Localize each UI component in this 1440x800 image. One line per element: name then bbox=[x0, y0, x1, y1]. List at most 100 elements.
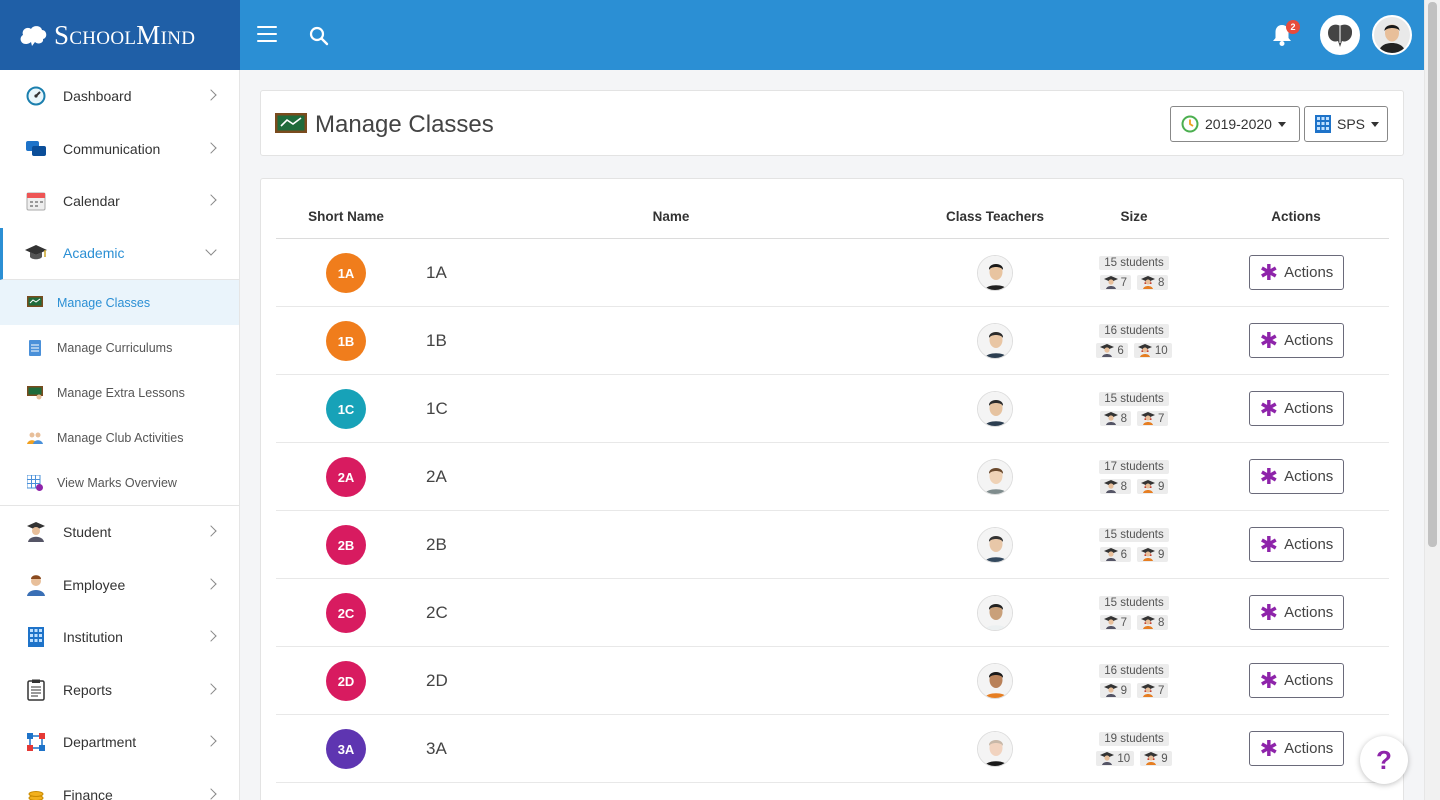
female-student-icon bbox=[1137, 344, 1155, 357]
sidebar-item-label: Communication bbox=[63, 140, 161, 157]
asterisk-icon: ✱ bbox=[1259, 599, 1279, 625]
actions-button[interactable]: ✱ Actions bbox=[1249, 731, 1344, 766]
teacher-avatar[interactable] bbox=[977, 459, 1013, 495]
sidebar-item-institution[interactable]: Institution bbox=[0, 611, 239, 664]
table-row[interactable]: 2D 2D 16 students 9 7 ✱ Actions bbox=[276, 647, 1389, 715]
notification-badge: 2 bbox=[1286, 20, 1300, 34]
search-icon[interactable] bbox=[309, 26, 329, 46]
class-badge[interactable]: 1A bbox=[326, 253, 366, 293]
academic-year-dropdown[interactable]: 2019-2020 bbox=[1170, 106, 1300, 142]
chevron-right-icon bbox=[205, 630, 217, 642]
department-icon bbox=[25, 731, 47, 753]
teacher-avatar[interactable] bbox=[977, 595, 1013, 631]
actions-button[interactable]: ✱ Actions bbox=[1249, 595, 1344, 630]
class-name[interactable]: 3A bbox=[426, 739, 447, 758]
blackboard-icon bbox=[27, 295, 43, 311]
table-row[interactable]: 2B 2B 15 students 6 9 ✱ Actions bbox=[276, 511, 1389, 579]
actions-button[interactable]: ✱ Actions bbox=[1249, 391, 1344, 426]
help-button[interactable]: ? bbox=[1360, 736, 1408, 784]
column-header-size: Size bbox=[1120, 209, 1148, 224]
male-count: 7 bbox=[1099, 275, 1131, 290]
sidebar-subitem-label: Manage Club Activities bbox=[57, 430, 184, 445]
sidebar-subitem-view-marks-overview[interactable]: View Marks Overview bbox=[0, 460, 239, 505]
actions-button[interactable]: ✱ Actions bbox=[1249, 255, 1344, 290]
school-label: SPS bbox=[1337, 116, 1366, 132]
male-count: 8 bbox=[1099, 411, 1131, 426]
teacher-avatar[interactable] bbox=[977, 255, 1013, 291]
male-student-icon bbox=[1103, 684, 1121, 697]
chevron-right-icon bbox=[205, 735, 217, 747]
class-name[interactable]: 1B bbox=[426, 331, 447, 350]
user-avatar[interactable] bbox=[1372, 15, 1412, 55]
table-row[interactable]: 2A 2A 17 students 8 9 ✱ Actions bbox=[276, 443, 1389, 511]
sidebar-item-student[interactable]: Student bbox=[0, 506, 239, 559]
sidebar-item-reports[interactable]: Reports bbox=[0, 664, 239, 717]
female-count: 10 bbox=[1133, 343, 1172, 358]
table-row[interactable]: 2C 2C 15 students 7 8 ✱ Actions bbox=[276, 579, 1389, 647]
teacher-avatar[interactable] bbox=[977, 323, 1013, 359]
asterisk-icon: ✱ bbox=[1259, 259, 1279, 285]
chevron-right-icon bbox=[205, 89, 217, 101]
female-student-icon bbox=[1141, 276, 1158, 289]
actions-button[interactable]: ✱ Actions bbox=[1249, 459, 1344, 494]
sidebar-subitem-label: View Marks Overview bbox=[57, 475, 177, 490]
class-name[interactable]: 2A bbox=[426, 467, 447, 486]
page-scrollbar[interactable] bbox=[1424, 0, 1440, 800]
classes-table-card: Short Name Name Class Teachers Size Acti… bbox=[260, 178, 1404, 800]
actions-button[interactable]: ✱ Actions bbox=[1249, 527, 1344, 562]
table-row[interactable]: 1C 1C 15 students 8 7 ✱ Actions bbox=[276, 375, 1389, 443]
teacher-avatar[interactable] bbox=[977, 527, 1013, 563]
sidebar-subitem-manage-curriculums[interactable]: Manage Curriculums bbox=[0, 325, 239, 370]
teacher-avatar[interactable] bbox=[977, 391, 1013, 427]
sidebar-subitem-manage-club-activities[interactable]: Manage Club Activities bbox=[0, 415, 239, 460]
class-badge[interactable]: 2D bbox=[326, 661, 366, 701]
male-count: 6 bbox=[1096, 343, 1128, 358]
column-header-actions: Actions bbox=[1271, 209, 1321, 224]
table-row[interactable]: 3A 3A 19 students 10 9 ✱ Actions bbox=[276, 715, 1389, 783]
male-count: 9 bbox=[1099, 683, 1131, 698]
sidebar-item-finance[interactable]: Finance bbox=[0, 769, 239, 800]
column-header-name[interactable]: Name bbox=[652, 209, 690, 224]
sidebar-item-academic[interactable]: Academic bbox=[0, 227, 239, 280]
sidebar-item-department[interactable]: Department bbox=[0, 716, 239, 769]
actions-button[interactable]: ✱ Actions bbox=[1249, 323, 1344, 358]
class-size: 15 students 7 8 bbox=[1098, 593, 1170, 630]
class-size: 19 students 10 9 bbox=[1096, 729, 1172, 766]
class-badge[interactable]: 1C bbox=[326, 389, 366, 429]
teacher-avatar[interactable] bbox=[977, 663, 1013, 699]
column-header-class-teachers: Class Teachers bbox=[945, 209, 1045, 224]
class-name[interactable]: 1C bbox=[426, 399, 448, 418]
school-avatar[interactable] bbox=[1320, 15, 1360, 55]
male-student-icon bbox=[1103, 412, 1121, 425]
class-badge[interactable]: 3A bbox=[326, 729, 366, 769]
column-header-short-name[interactable]: Short Name bbox=[308, 209, 384, 224]
actions-button[interactable]: ✱ Actions bbox=[1249, 663, 1344, 698]
class-badge[interactable]: 2C bbox=[326, 593, 366, 633]
school-dropdown[interactable]: SPS bbox=[1304, 106, 1388, 142]
table-row[interactable]: 1A 1A 15 students 7 8 ✱ Actions bbox=[276, 239, 1389, 307]
teacher-avatar[interactable] bbox=[977, 731, 1013, 767]
menu-toggle-icon[interactable] bbox=[257, 26, 277, 44]
class-badge[interactable]: 2B bbox=[326, 525, 366, 565]
sidebar-item-employee[interactable]: Employee bbox=[0, 559, 239, 612]
male-student-icon bbox=[1100, 344, 1117, 357]
calendar-icon bbox=[25, 190, 47, 212]
sidebar-item-communication[interactable]: Communication bbox=[0, 123, 239, 176]
table-row[interactable]: 1B 1B 16 students 6 10 ✱ Actions bbox=[276, 307, 1389, 375]
class-size: 15 students 6 9 bbox=[1098, 525, 1170, 562]
female-count: 7 bbox=[1137, 411, 1169, 426]
class-badge[interactable]: 1B bbox=[326, 321, 366, 361]
sidebar-subitem-manage-extra-lessons[interactable]: Manage Extra Lessons bbox=[0, 370, 239, 415]
scrollbar-thumb[interactable] bbox=[1428, 2, 1437, 547]
sidebar-item-dashboard[interactable]: Dashboard bbox=[0, 70, 239, 123]
brand-logo[interactable]: SchoolMind bbox=[0, 0, 240, 70]
class-badge[interactable]: 2A bbox=[326, 457, 366, 497]
class-name[interactable]: 2B bbox=[426, 535, 447, 554]
caret-down-icon bbox=[1277, 121, 1286, 127]
sidebar-item-calendar[interactable]: Calendar bbox=[0, 175, 239, 228]
class-name[interactable]: 1A bbox=[426, 263, 447, 282]
sidebar-subitem-manage-classes[interactable]: Manage Classes bbox=[0, 280, 239, 325]
class-name[interactable]: 2C bbox=[426, 603, 448, 622]
class-name[interactable]: 2D bbox=[426, 671, 448, 690]
graduation-cap-icon bbox=[25, 242, 47, 264]
